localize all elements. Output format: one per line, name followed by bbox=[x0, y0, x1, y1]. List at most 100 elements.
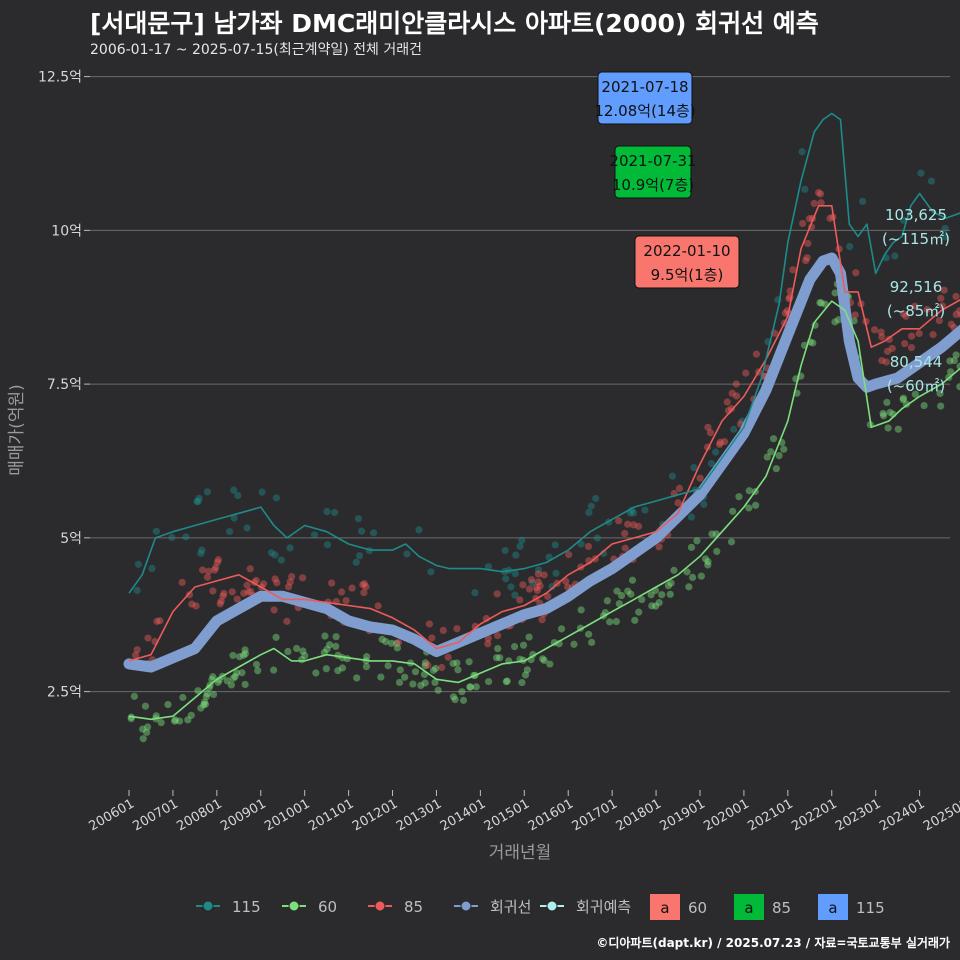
scatter-point-85 bbox=[584, 542, 593, 551]
scatter-point-115 bbox=[687, 513, 695, 521]
scatter-point-115 bbox=[194, 497, 202, 505]
scatter-point-85 bbox=[348, 584, 356, 592]
scatter-point-115 bbox=[511, 569, 519, 578]
scatter-point-115 bbox=[198, 546, 206, 554]
x-tick-label: 200801 bbox=[174, 796, 224, 834]
scatter-point-60 bbox=[708, 530, 716, 538]
scatter-point-60 bbox=[429, 666, 438, 675]
scatter-point-60 bbox=[631, 616, 639, 624]
scatter-point-60 bbox=[496, 654, 504, 662]
scatter-point-85 bbox=[271, 575, 279, 583]
scatter-point-85 bbox=[214, 556, 222, 564]
x-tick-label: 201401 bbox=[438, 796, 488, 834]
scatter-point-60 bbox=[143, 728, 151, 736]
annotation-date: 2021-07-18 bbox=[601, 78, 688, 96]
scatter-point-60 bbox=[332, 642, 340, 650]
y-tick-label: 7.5억 bbox=[47, 377, 82, 393]
scatter-point-60 bbox=[655, 598, 663, 607]
scatter-point-60 bbox=[377, 673, 385, 681]
scatter-point-115 bbox=[518, 536, 526, 544]
scatter-point-85 bbox=[902, 312, 910, 320]
scatter-point-85 bbox=[675, 484, 684, 493]
scatter-point-115 bbox=[271, 551, 279, 559]
scatter-point-85 bbox=[438, 663, 446, 672]
x-tick-label: 202201 bbox=[789, 796, 839, 834]
scatter-point-85 bbox=[471, 622, 479, 631]
scatter-point-85 bbox=[493, 632, 502, 640]
scatter-point-60 bbox=[879, 409, 887, 418]
scatter-point-85 bbox=[624, 520, 632, 528]
scatter-point-85 bbox=[674, 499, 682, 507]
scatter-point-85 bbox=[133, 646, 141, 654]
scatter-point-115 bbox=[891, 252, 899, 260]
scatter-point-85 bbox=[273, 579, 281, 587]
scatter-point-85 bbox=[220, 589, 228, 598]
scatter-point-85 bbox=[826, 214, 834, 222]
scatter-point-60 bbox=[775, 451, 783, 460]
scatter-point-60 bbox=[459, 696, 468, 704]
series-line-60 bbox=[128, 300, 960, 721]
scatter-point-60 bbox=[648, 602, 656, 610]
scatter-point-60 bbox=[393, 639, 401, 647]
scatter-point-85 bbox=[799, 219, 807, 228]
scatter-point-115 bbox=[148, 564, 156, 573]
scatter-point-115 bbox=[152, 527, 160, 535]
scatter-point-60 bbox=[666, 590, 674, 598]
scatter-point-85 bbox=[716, 438, 724, 446]
scatter-point-60 bbox=[458, 688, 466, 696]
scatter-point-85 bbox=[240, 589, 248, 597]
scatter-point-85 bbox=[337, 588, 346, 596]
annotation-box bbox=[634, 235, 740, 289]
scatter-point-60 bbox=[321, 632, 329, 640]
scatter-point-85 bbox=[213, 558, 222, 566]
scatter-point-60 bbox=[628, 576, 637, 584]
scatter-point-60 bbox=[362, 663, 371, 671]
y-tick-label: 5억 bbox=[60, 531, 82, 547]
scatter-point-60 bbox=[667, 579, 675, 587]
scatter-point-85 bbox=[247, 587, 255, 595]
scatter-point-60 bbox=[270, 666, 278, 674]
scatter-point-60 bbox=[241, 680, 249, 689]
scatter-point-85 bbox=[720, 438, 729, 446]
scatter-point-85 bbox=[704, 423, 712, 431]
scatter-point-60 bbox=[229, 674, 237, 682]
chart-subtitle: 2006-01-17 ~ 2025-07-15(최근계약일) 전체 거래건 bbox=[90, 42, 422, 58]
scatter-point-85 bbox=[544, 592, 552, 601]
scatter-point-115 bbox=[277, 556, 285, 564]
scatter-point-85 bbox=[871, 326, 879, 334]
scatter-point-60 bbox=[652, 602, 660, 610]
series-line-115 bbox=[128, 112, 960, 594]
scatter-point-60 bbox=[396, 666, 404, 674]
scatter-point-60 bbox=[670, 566, 678, 574]
scatter-point-115 bbox=[690, 464, 698, 472]
scatter-point-85 bbox=[144, 634, 152, 642]
scatter-point-85 bbox=[816, 190, 825, 198]
scatter-point-60 bbox=[241, 646, 249, 654]
annotation-date: 2021-07-31 bbox=[609, 152, 696, 170]
scatter-point-60 bbox=[254, 667, 262, 675]
legend-box-label: 85 bbox=[772, 899, 791, 917]
scatter-point-85 bbox=[534, 578, 542, 586]
annotation-date: 2022-01-10 bbox=[643, 242, 730, 260]
scatter-point-85 bbox=[810, 199, 818, 208]
scatter-point-115 bbox=[354, 515, 363, 523]
scatter-point-60 bbox=[239, 651, 248, 659]
scatter-point-115 bbox=[323, 507, 331, 516]
scatter-point-60 bbox=[421, 659, 430, 667]
scatter-point-115 bbox=[357, 527, 366, 535]
scatter-point-60 bbox=[484, 677, 493, 686]
scatter-point-60 bbox=[223, 677, 231, 685]
scatter-point-85 bbox=[805, 215, 814, 223]
scatter-point-60 bbox=[745, 487, 753, 495]
scatter-point-85 bbox=[937, 294, 945, 302]
scatter-point-85 bbox=[192, 602, 200, 610]
x-tick-label: 201001 bbox=[262, 796, 312, 834]
scatter-point-60 bbox=[231, 672, 239, 681]
scatter-point-115 bbox=[230, 486, 238, 494]
legend-label: 회귀선 bbox=[490, 898, 531, 916]
scatter-point-85 bbox=[188, 600, 196, 608]
scatter-point-60 bbox=[472, 683, 480, 691]
scatter-point-60 bbox=[393, 644, 401, 652]
scatter-point-85 bbox=[908, 332, 916, 340]
